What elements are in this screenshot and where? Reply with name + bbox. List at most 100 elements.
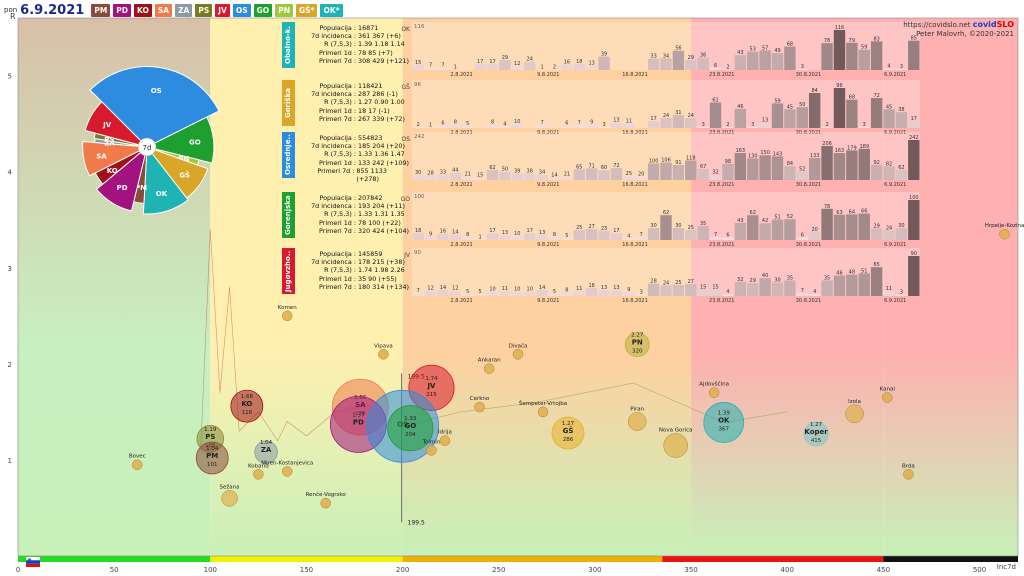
stat-key: Primeri 1d : xyxy=(318,158,356,167)
bar-JV-22 xyxy=(685,284,697,296)
bar-JV-7 xyxy=(499,291,511,296)
stat-value: 1.74 1.98 2.26 xyxy=(358,266,405,275)
town-point-6 xyxy=(378,349,389,360)
bar-GŠ-22 xyxy=(685,118,697,128)
town-point-9 xyxy=(474,401,485,413)
town-label-19: Hrpelje-Kozina xyxy=(985,223,1024,229)
bar-label-OK-1: 7 xyxy=(429,63,432,69)
bubble-inc-6: 215 xyxy=(426,392,437,398)
bar-label-JV-25: 4 xyxy=(726,289,729,295)
region-tab-3[interactable]: SA xyxy=(154,3,173,17)
bar-label-OK-31: 3 xyxy=(801,64,804,70)
bar-OK-21 xyxy=(672,50,685,70)
region-tab-10[interactable]: GŠ* xyxy=(295,3,318,17)
panel-date-4-4: 30.8.2021 xyxy=(796,298,821,304)
bar-OS-7 xyxy=(499,171,511,180)
panel-date-3-0: 2.8.2021 xyxy=(450,242,472,248)
region-tab-9[interactable]: PN xyxy=(275,3,293,17)
bar-label-JV-24: 15 xyxy=(712,284,718,290)
y-tick-0: 1 xyxy=(8,457,12,465)
bar-label-GŠ-26: 46 xyxy=(737,104,743,110)
bar-GO-23 xyxy=(697,226,709,240)
bubble-inc-10: 286 xyxy=(563,437,574,443)
bar-GŠ-12 xyxy=(561,125,573,128)
bubble-label-5: PD xyxy=(353,418,364,426)
stat-row-primeri_1d: Primeri 1d :78 85 (+7) xyxy=(298,49,410,57)
bar-label-JV-9: 10 xyxy=(527,287,533,293)
region-tab-2[interactable]: KO xyxy=(134,3,152,17)
bar-label-OK-13: 18 xyxy=(576,59,582,65)
bar-label-GŠ-21: 31 xyxy=(675,110,681,116)
bar-label-GO-4: 8 xyxy=(466,232,469,238)
zone-1 xyxy=(210,18,403,556)
bar-GO-1 xyxy=(424,236,437,240)
region-tab-11[interactable]: OK* xyxy=(320,3,343,17)
town-label-15: Nova Gorica xyxy=(659,428,693,434)
credit-url[interactable]: https://covidslo.net xyxy=(903,21,971,29)
region-tab-8[interactable]: GO xyxy=(253,3,273,17)
bar-label-GO-9: 17 xyxy=(527,228,533,234)
bar-label-OS-6: 62 xyxy=(489,165,495,171)
town-label-5: Renče-Vogrsko xyxy=(306,491,347,498)
y-tick-3: 4 xyxy=(8,169,13,177)
bar-GO-28 xyxy=(759,223,771,240)
pie-slice-SA xyxy=(82,140,149,177)
region-tab-4[interactable]: ZA xyxy=(175,3,193,17)
bar-label-GŠ-27: 3 xyxy=(751,122,754,128)
bar-OK-7 xyxy=(499,60,511,70)
bar-GŠ-39 xyxy=(895,112,908,128)
bar-OK-40 xyxy=(908,40,920,70)
bar-GŠ-34 xyxy=(833,88,846,128)
region-tab-0[interactable]: PM xyxy=(91,3,111,17)
bar-OK-6 xyxy=(486,64,499,70)
bubble-r-3: 1.04 xyxy=(260,440,273,446)
region-tab-6[interactable]: JV xyxy=(215,3,230,17)
bar-label-JV-1: 12 xyxy=(427,286,433,292)
bubble-r-5: 1.37 xyxy=(352,412,365,418)
stat-key: R (7,5,3) : xyxy=(324,210,356,219)
x-tick-3: 150 xyxy=(300,566,313,574)
bar-OS-2 xyxy=(437,174,449,180)
bar-GO-21 xyxy=(672,228,685,240)
stat-value: 78 85 (+7) xyxy=(358,48,393,57)
bar-label-GŠ-15: 3 xyxy=(602,122,605,128)
town-point-19 xyxy=(999,228,1010,240)
bar-GO-22 xyxy=(685,230,697,240)
band-3 xyxy=(662,556,884,562)
bar-label-JV-22: 27 xyxy=(688,279,694,285)
bar-label-OK-21: 56 xyxy=(675,46,681,52)
bar-GŠ-19 xyxy=(647,120,660,128)
bar-label-OS-39: 62 xyxy=(898,165,904,171)
region-stats-0: Populacija :16871 7d incidenca :361 367 (… xyxy=(298,24,410,65)
bar-label-JV-18: 3 xyxy=(640,290,643,296)
stat-value: 855 1133 (+278) xyxy=(356,166,387,184)
bar-OK-27 xyxy=(747,51,759,70)
bar-OK-20 xyxy=(660,58,672,70)
stat-row-incidenca: 7d incidenca :178 215 (+38) xyxy=(298,258,410,266)
band-2 xyxy=(402,556,663,562)
bar-label-JV-34: 46 xyxy=(836,271,842,277)
region-tab-1[interactable]: PD xyxy=(113,3,132,17)
bar-GŠ-16 xyxy=(610,122,623,128)
stat-row-r: R (7,5,3) :1.74 1.98 2.26 xyxy=(298,266,410,274)
panel-date-3-4: 30.8.2021 xyxy=(796,242,821,248)
bar-label-GŠ-31: 50 xyxy=(799,102,805,108)
zone-4 xyxy=(883,18,1018,556)
panel-date-3-1: 9.8.2021 xyxy=(537,242,559,248)
bar-label-JV-33: 35 xyxy=(824,275,830,281)
bar-label-JV-20: 24 xyxy=(663,280,669,286)
bar-label-GO-38: 24 xyxy=(886,225,892,231)
bar-label-GO-18: 7 xyxy=(640,232,643,238)
bar-label-OK-27: 53 xyxy=(750,47,756,53)
bar-label-OK-24: 6 xyxy=(714,63,717,69)
bar-label-GŠ-25: 2 xyxy=(726,122,729,128)
panel-code-3: GO xyxy=(401,196,411,203)
region-tab-5[interactable]: PS xyxy=(195,3,213,17)
town-point-5 xyxy=(320,497,331,509)
y-axis-label: R xyxy=(10,12,16,21)
region-tab-7[interactable]: OS xyxy=(232,3,251,17)
bar-GO-20 xyxy=(660,215,672,240)
bar-label-GŠ-4: 5 xyxy=(466,121,469,127)
town-label-10: Tolmin xyxy=(422,439,441,445)
